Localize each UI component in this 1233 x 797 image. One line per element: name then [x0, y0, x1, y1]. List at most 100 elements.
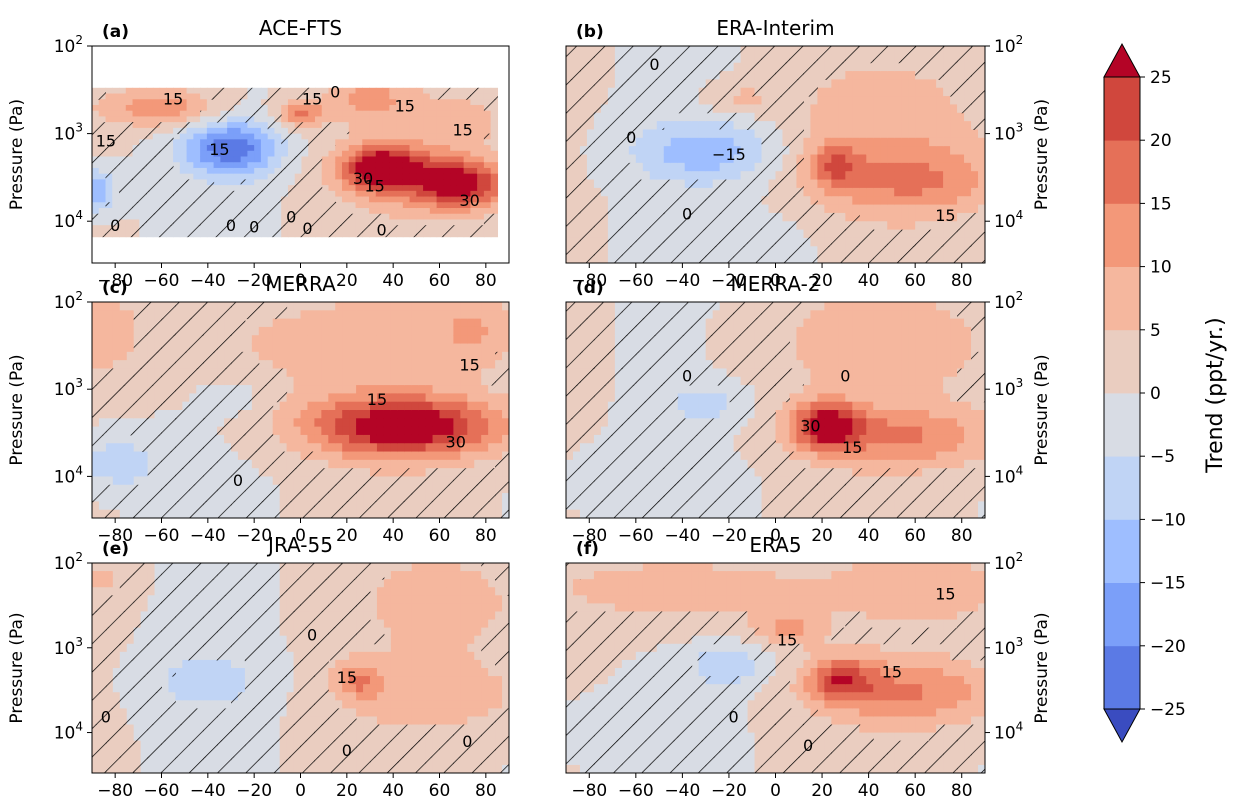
field-cell	[824, 154, 832, 164]
field-cell	[307, 360, 315, 370]
field-cell	[355, 127, 363, 135]
field-cell	[456, 185, 465, 192]
field-cell	[450, 133, 458, 140]
field-cell	[425, 459, 434, 469]
field-cell	[370, 318, 378, 328]
field-cell	[950, 187, 958, 197]
field-cell	[726, 154, 735, 164]
field-cell	[321, 426, 329, 436]
field-cell	[133, 451, 142, 461]
field-cell	[328, 167, 336, 175]
field-cell	[418, 459, 427, 469]
field-cell	[943, 179, 951, 189]
field-cell	[213, 139, 221, 146]
hatch-cell	[733, 246, 749, 263]
field-cell	[436, 104, 444, 112]
field-cell	[470, 196, 478, 203]
field-cell	[754, 104, 763, 114]
field-cell	[287, 145, 296, 152]
field-cell	[677, 137, 686, 147]
field-cell	[446, 351, 454, 361]
field-cell	[105, 451, 114, 461]
field-cell	[446, 360, 454, 370]
field-cell	[838, 104, 846, 114]
field-cell	[314, 116, 323, 123]
field-cell	[396, 167, 404, 175]
field-cell	[838, 87, 846, 97]
field-cell	[152, 93, 161, 100]
field-cell	[443, 139, 451, 146]
field-cell	[402, 104, 411, 112]
hatch-cell	[132, 167, 147, 180]
field-cell	[439, 376, 448, 386]
field-cell	[200, 145, 208, 152]
field-cell	[355, 110, 363, 118]
field-cell	[220, 122, 228, 129]
field-cell	[186, 156, 194, 163]
field-cell	[483, 196, 492, 203]
hatch-cell	[789, 146, 804, 164]
field-cell	[382, 99, 390, 106]
hatch-cell	[119, 133, 134, 146]
field-cell	[355, 87, 363, 95]
field-cell	[396, 208, 404, 215]
hatch-cell	[146, 167, 161, 180]
field-cell	[409, 127, 417, 135]
field-cell	[436, 139, 444, 146]
field-cell	[831, 79, 839, 89]
hatch-cell	[281, 156, 296, 169]
field-cell	[423, 219, 431, 226]
field-cell	[957, 137, 965, 147]
field-cell	[852, 129, 860, 139]
field-cell	[92, 302, 100, 311]
field-cell	[321, 179, 330, 186]
field-cell	[409, 196, 417, 203]
field-cell	[418, 326, 427, 336]
field-cell	[817, 137, 825, 147]
field-cell	[404, 351, 413, 361]
field-cell	[936, 212, 944, 222]
field-cell	[369, 145, 377, 152]
field-cell	[656, 137, 665, 147]
field-cell	[328, 418, 336, 428]
field-cell	[307, 310, 315, 320]
field-cell	[880, 104, 888, 114]
field-cell	[677, 171, 686, 181]
field-cell	[251, 343, 260, 353]
field-cell	[432, 335, 441, 345]
field-cell	[922, 204, 930, 214]
field-cell	[335, 335, 343, 345]
field-cell	[873, 221, 881, 231]
hatch-cell	[621, 129, 637, 147]
hatch-cell	[240, 190, 255, 203]
field-cell	[376, 368, 385, 378]
field-cell	[260, 162, 269, 169]
field-cell	[342, 368, 350, 378]
hatch-cell	[943, 79, 958, 97]
hatch-cell	[159, 167, 174, 180]
hatch-cell	[803, 196, 818, 214]
field-cell	[803, 121, 812, 131]
field-cell	[824, 96, 832, 106]
hatch-cell	[705, 196, 721, 214]
hatch-cell	[621, 212, 637, 231]
field-cell	[852, 146, 860, 156]
field-cell	[105, 196, 113, 203]
field-cell	[92, 208, 100, 215]
field-cell	[173, 145, 181, 152]
hatch-cell	[733, 179, 749, 197]
field-cell	[943, 196, 951, 206]
field-cell	[887, 104, 895, 114]
hatch-cell	[901, 246, 916, 263]
field-cell	[233, 167, 242, 175]
hatch-cell	[132, 190, 147, 203]
hatch-cell	[132, 213, 147, 226]
field-cell	[335, 326, 343, 336]
field-cell	[213, 127, 221, 135]
hatch-cell	[789, 212, 804, 231]
field-cell	[293, 393, 302, 403]
field-cell	[656, 171, 665, 181]
field-cell	[677, 146, 686, 156]
hatch-cell	[663, 179, 679, 197]
hatch-cell	[929, 62, 944, 80]
